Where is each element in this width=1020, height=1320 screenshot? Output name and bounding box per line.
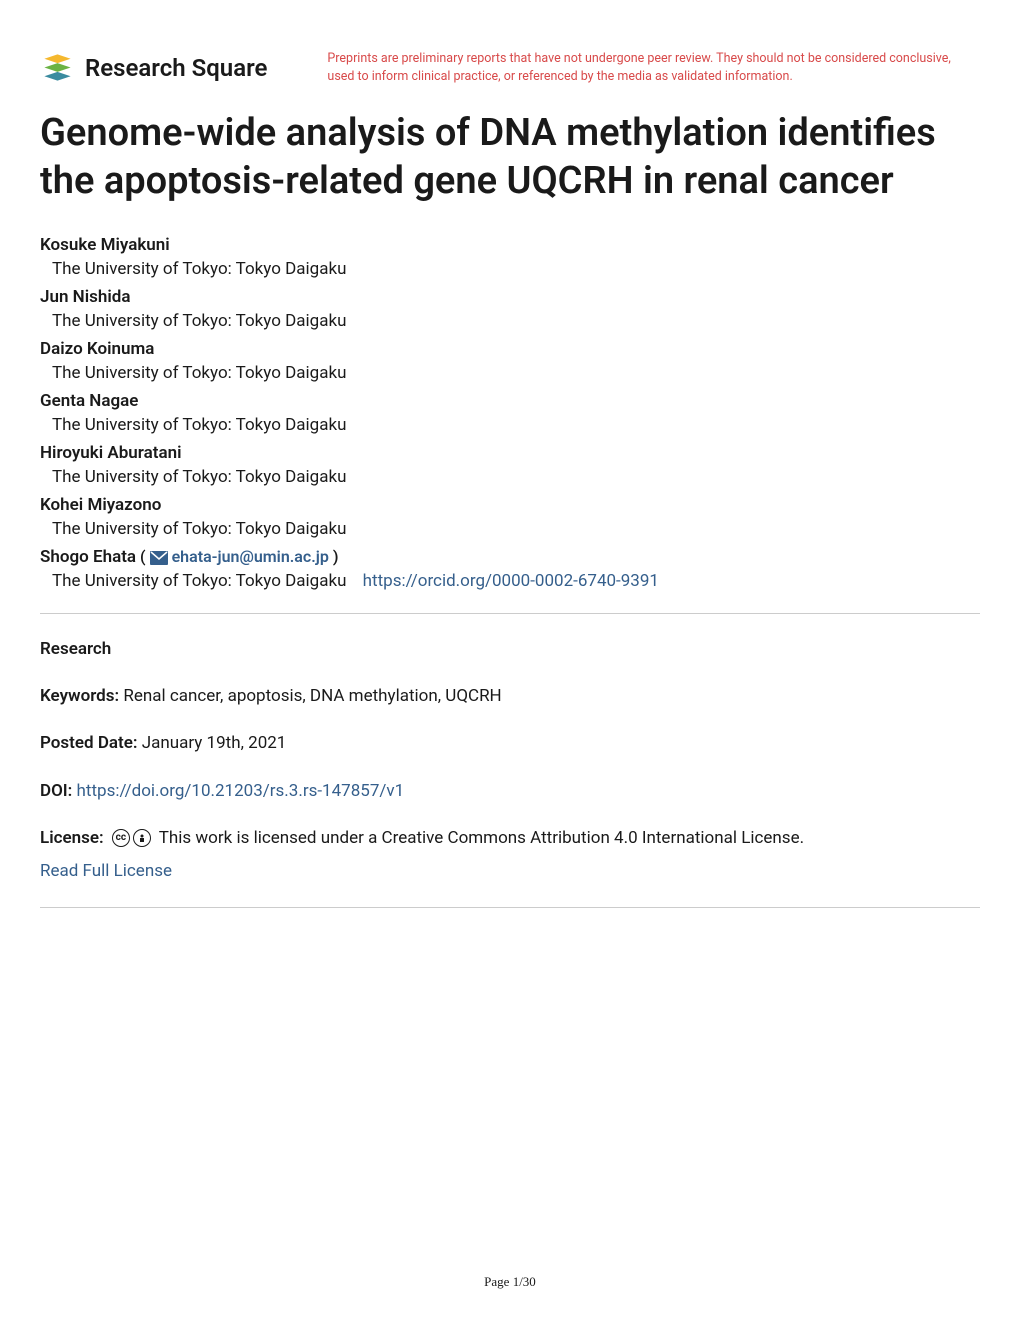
author-email-link[interactable]: ehata-jun@umin.ac.jp [172,547,329,566]
author-block: Jun Nishida The University of Tokyo: Tok… [40,287,980,331]
meta-section: Research Keywords: Renal cancer, apoptos… [40,636,980,885]
posted-date-label: Posted Date: [40,733,138,753]
author-block: Daizo Koinuma The University of Tokyo: T… [40,339,980,383]
author-affiliation: The University of Tokyo: Tokyo Daigaku [40,519,980,539]
author-block: Hiroyuki Aburatani The University of Tok… [40,443,980,487]
author-name: Kosuke Miyakuni [40,235,170,255]
author-affiliation: The University of Tokyo: Tokyo Daigaku [40,311,980,331]
article-title: Genome-wide analysis of DNA methylation … [40,110,980,205]
author-name: Daizo Koinuma [40,339,154,359]
author-name: Genta Nagae [40,391,138,411]
authors-list: Kosuke Miyakuni The University of Tokyo:… [40,235,980,591]
disclaimer-text: Preprints are preliminary reports that h… [327,50,980,85]
logo[interactable]: Research Square [40,50,267,85]
cc-icon: cc [112,829,130,847]
author-name: Kohei Miyazono [40,495,161,515]
orcid-link[interactable]: https://orcid.org/0000-0002-6740-9391 [363,571,659,591]
author-affiliation: The University of Tokyo: Tokyo Daigaku [40,415,980,435]
author-block: Genta Nagae The University of Tokyo: Tok… [40,391,980,435]
divider [40,907,980,908]
doi-row: DOI: https://doi.org/10.21203/rs.3.rs-14… [40,778,980,805]
read-license-link[interactable]: Read Full License [40,858,980,885]
divider [40,613,980,614]
cc-by-icon [133,829,151,847]
keywords-text: Renal cancer, apoptosis, DNA methylation… [123,686,501,706]
page-number: Page 1/30 [0,1274,1020,1290]
header-row: Research Square Preprints are preliminar… [40,50,980,85]
corresponding-author-block: Shogo Ehata ( ehata-jun@umin.ac.jp ) The… [40,547,980,591]
author-name: Shogo Ehata [40,547,136,567]
affiliation-text: The University of Tokyo: Tokyo Daigaku [52,571,346,591]
license-text: This work is licensed under a Creative C… [159,828,804,848]
mail-icon [150,551,168,565]
cc-license-icons: cc [112,829,151,847]
license-label: License: [40,828,104,848]
posted-date-value: January 19th, 2021 [142,733,287,753]
author-name: Hiroyuki Aburatani [40,443,182,463]
license-row: License: cc This work is licensed under … [40,825,980,885]
posted-date-row: Posted Date: January 19th, 2021 [40,730,980,757]
keywords-row: Keywords: Renal cancer, apoptosis, DNA m… [40,683,980,710]
doi-label: DOI: [40,781,72,801]
author-affiliation: The University of Tokyo: Tokyo Daigaku [40,363,980,383]
article-type-label: Research [40,639,111,659]
author-block: Kosuke Miyakuni The University of Tokyo:… [40,235,980,279]
research-square-icon [40,50,75,85]
author-affiliation: The University of Tokyo: Tokyo Daigaku [40,259,980,279]
article-type: Research [40,636,980,663]
author-name: Jun Nishida [40,287,130,307]
keywords-label: Keywords: [40,686,119,706]
author-affiliation: The University of Tokyo: Tokyo Daigaku h… [40,571,980,591]
doi-link[interactable]: https://doi.org/10.21203/rs.3.rs-147857/… [77,781,405,801]
author-block: Kohei Miyazono The University of Tokyo: … [40,495,980,539]
author-affiliation: The University of Tokyo: Tokyo Daigaku [40,467,980,487]
logo-text: Research Square [85,54,267,82]
corresponding-indicator: ( ehata-jun@umin.ac.jp ) [140,547,338,566]
